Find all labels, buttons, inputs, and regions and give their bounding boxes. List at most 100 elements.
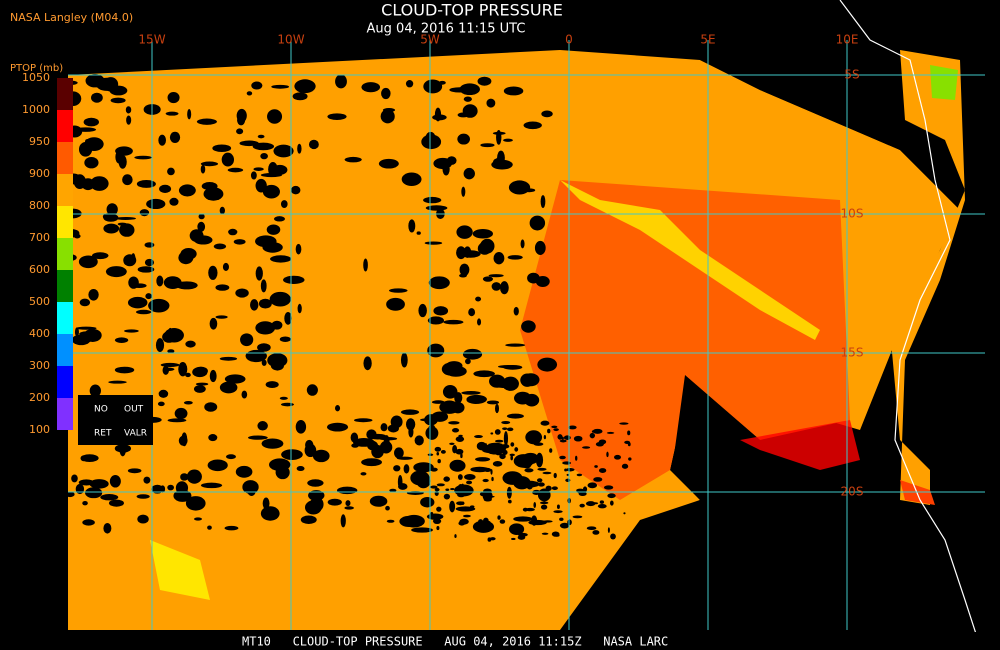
cloud-gap — [461, 391, 481, 395]
cloud-gap — [219, 381, 238, 394]
cloud-gap — [85, 487, 103, 499]
cloud-gap — [457, 493, 466, 498]
cloud-gap — [582, 446, 591, 449]
cloud-gap — [456, 225, 473, 239]
cloud-gap — [443, 493, 451, 500]
cloud-gap — [257, 421, 268, 431]
cloud-gap — [572, 515, 583, 519]
cloud-gap — [440, 449, 446, 454]
cloud-gap — [466, 480, 473, 485]
cloud-gap — [398, 483, 408, 490]
cloud-gap — [307, 479, 324, 487]
legend-swatch — [57, 302, 73, 334]
cloud-gap — [167, 484, 174, 491]
cloud-gap — [183, 401, 193, 405]
cloud-gap — [457, 474, 463, 480]
cloud-gap — [137, 266, 155, 273]
cloud-gap — [482, 276, 494, 282]
cloud-gap — [208, 434, 218, 442]
cloud-gap — [495, 452, 502, 456]
latitude-label: 20S — [841, 485, 864, 499]
cloud-gap — [91, 92, 103, 103]
cloud-gap — [495, 403, 500, 414]
cloud-gap — [212, 144, 232, 152]
legend-swatch — [57, 78, 73, 110]
cloud-gap — [335, 405, 341, 412]
cloud-gap — [525, 430, 543, 445]
cloud-gap — [75, 483, 85, 495]
legend-title: PTOP (mb) — [10, 63, 63, 74]
cloud-gap — [207, 459, 228, 472]
cloud-gap — [105, 266, 127, 278]
legend-label: 950 — [29, 135, 50, 148]
cloud-gap — [312, 449, 330, 463]
cloud-gap — [114, 444, 132, 453]
cloud-gap — [389, 288, 408, 293]
cloud-gap — [537, 467, 547, 471]
cloud-gap — [621, 463, 629, 469]
cloud-gap — [308, 139, 319, 150]
cloud-gap — [405, 418, 416, 431]
cloud-gap — [344, 156, 362, 163]
cloud-gap — [510, 442, 515, 447]
cloud-gap — [327, 113, 347, 120]
cloud-gap — [100, 494, 119, 501]
cloud-gap — [209, 369, 217, 383]
cloud-gap — [461, 186, 466, 197]
cloud-gap — [537, 357, 558, 372]
cloud-gap — [224, 374, 246, 384]
cloud-gap — [437, 458, 441, 464]
cloud-gap — [494, 439, 504, 443]
legend-label: 400 — [29, 327, 50, 340]
legend-label: 1000 — [22, 103, 50, 116]
cloud-gap — [169, 197, 179, 206]
cloud-gap — [599, 500, 605, 504]
cloud-gap — [136, 179, 156, 188]
cloud-gap — [463, 96, 472, 102]
cloud-gap — [507, 255, 523, 260]
cloud-gap — [84, 156, 99, 169]
cloud-gap — [167, 167, 175, 176]
cloud-gap — [573, 435, 583, 442]
cloud-gap — [411, 527, 433, 533]
cloud-gap — [597, 503, 607, 509]
cloud-gap — [559, 517, 564, 522]
cloud-gap — [294, 79, 316, 94]
cloud-gap — [465, 358, 471, 365]
cloud-gap — [81, 178, 95, 191]
cloud-gap — [270, 255, 292, 263]
cloud-gap — [360, 472, 367, 476]
cloud-gap — [400, 352, 408, 368]
cloud-gap — [261, 359, 267, 366]
coastline — [839, 0, 979, 641]
legend-label: 900 — [29, 167, 50, 180]
cloud-gap — [250, 299, 259, 311]
cloud-gap — [526, 484, 533, 490]
cloud-gap — [156, 275, 164, 287]
cloud-gap — [269, 291, 291, 307]
cloud-gap — [500, 444, 510, 449]
cloud-gap — [451, 428, 460, 433]
cloud-gap — [283, 275, 305, 284]
cloud-gap — [203, 187, 224, 201]
cloud-gap — [587, 482, 598, 489]
cloud-gap — [627, 430, 631, 436]
cloud-gap — [551, 425, 558, 429]
cloud-gap — [528, 519, 547, 526]
cloud-gap — [474, 435, 483, 439]
cloud-gap — [541, 532, 549, 535]
cloud-gap — [80, 454, 99, 463]
cloud-gap — [536, 478, 543, 483]
cloud-gap — [260, 506, 280, 521]
cloud-gap — [267, 353, 288, 368]
cloud-gap — [416, 473, 431, 489]
cloud-gap — [610, 500, 614, 506]
cloud-gap — [408, 219, 416, 233]
cloud-gap — [455, 448, 464, 455]
cloud-gap — [145, 293, 152, 300]
cloud-gap — [430, 485, 438, 489]
footer: MT10 CLOUD-TOP PRESSURE AUG 04, 2016 11:… — [242, 635, 668, 649]
cloud-gap — [228, 228, 238, 236]
cloud-gap — [82, 501, 88, 506]
cloud-gap — [167, 418, 187, 423]
